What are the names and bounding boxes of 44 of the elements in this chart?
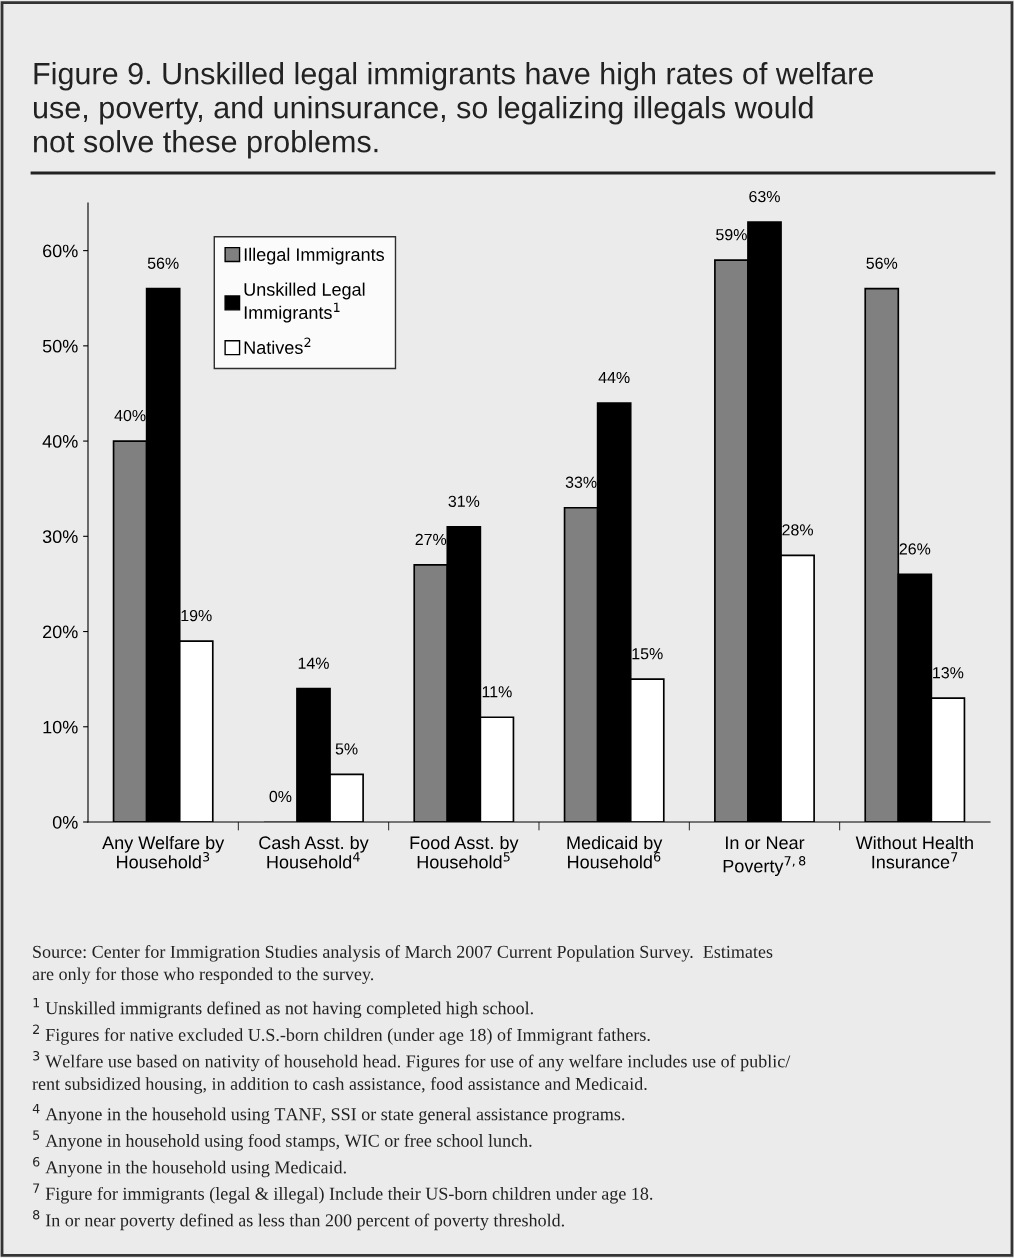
data-label: 15%: [632, 648, 663, 660]
data-label: 11%: [482, 686, 512, 698]
y-tick-label: 40%: [42, 435, 78, 448]
data-label: 40%: [114, 409, 146, 422]
text: $^{2}$ Figures for native excluded U.S.-born children (under age 18) of Immigrant fathers.: [33, 1024, 650, 1045]
chart-title: Figure 9. Unskilled legal immigrants have high rates of welfare use, poverty, and uninsurance, so legalizing illegals would not solve these problems.: [33, 62, 874, 159]
data-label: 31%: [448, 495, 480, 507]
data-label: 13%: [933, 667, 964, 679]
text: $^{7}$ Figure for immigrants (legal & illegal) Include their US-born children under age 18.: [33, 1183, 653, 1204]
text: $^{1}$ Unskilled immigrants defined as not having completed high school.: [33, 998, 533, 1019]
data-label: 14%: [298, 657, 329, 669]
x-tick-label: Medicaid by Household$^{6}$: [567, 835, 663, 869]
data-label: 27%: [415, 533, 447, 545]
data-label: 19%: [181, 609, 212, 622]
data-label: 33%: [565, 476, 597, 488]
legend-label: Unskilled Legal Immigrants$^{1}$: [244, 282, 365, 323]
x-tick-label: Cash Asst. by Household$^{4}$: [259, 835, 369, 869]
data-label: 63%: [749, 190, 780, 203]
y-tick-label: 0%: [52, 815, 78, 829]
data-label: 28%: [782, 524, 813, 536]
data-label: 0%: [269, 790, 292, 803]
x-tick-label: Without Health Insurance$^{7}$: [855, 835, 973, 869]
data-label: 56%: [147, 257, 179, 269]
text: $^{3}$ Welfare use based on nativity of household head. Figures for use of any welfare includes use of public/ rent subsidized housing, in addition to cash assistance, food assistance and Medicaid.: [32, 1051, 791, 1094]
source-note: Source: Center for Immigration Studies analysis of March 2007 Current Population Survey. Estimates are only for those who responded to the survey.: [32, 945, 773, 984]
y-tick-label: 30%: [42, 530, 78, 544]
text: $^{8}$ In or near poverty defined as less than 200 percent of poverty threshold.: [33, 1210, 564, 1231]
data-label: 5%: [335, 743, 358, 755]
legend-label: Illegal Immigrants: [244, 247, 385, 265]
x-tick-label: Food Asst. by Household$^{5}$: [410, 835, 519, 869]
text: $^{4}$ Anyone in the household using TANF, SSI or state general assistance programs.: [32, 1104, 625, 1125]
y-tick-label: 10%: [43, 720, 78, 734]
y-tick-label: 60%: [43, 244, 78, 258]
data-label: 44%: [598, 371, 630, 384]
y-tick-label: 50%: [42, 339, 78, 353]
x-tick-label: Any Welfare by Household$^{3}$: [102, 835, 225, 869]
data-label: 56%: [866, 257, 898, 269]
data-label: 26%: [899, 543, 931, 555]
data-label: 59%: [716, 229, 747, 241]
text: $^{6}$ Anyone in the household using Medicaid.: [33, 1157, 346, 1178]
x-tick-label: In or Near Poverty$^{7,8}$: [723, 836, 806, 877]
y-tick-label: 20%: [43, 625, 78, 639]
text: $^{5}$ Anyone in household using food stamps, WIC or free school lunch.: [33, 1130, 532, 1151]
legend-label: Natives$^{2}$: [244, 337, 311, 354]
